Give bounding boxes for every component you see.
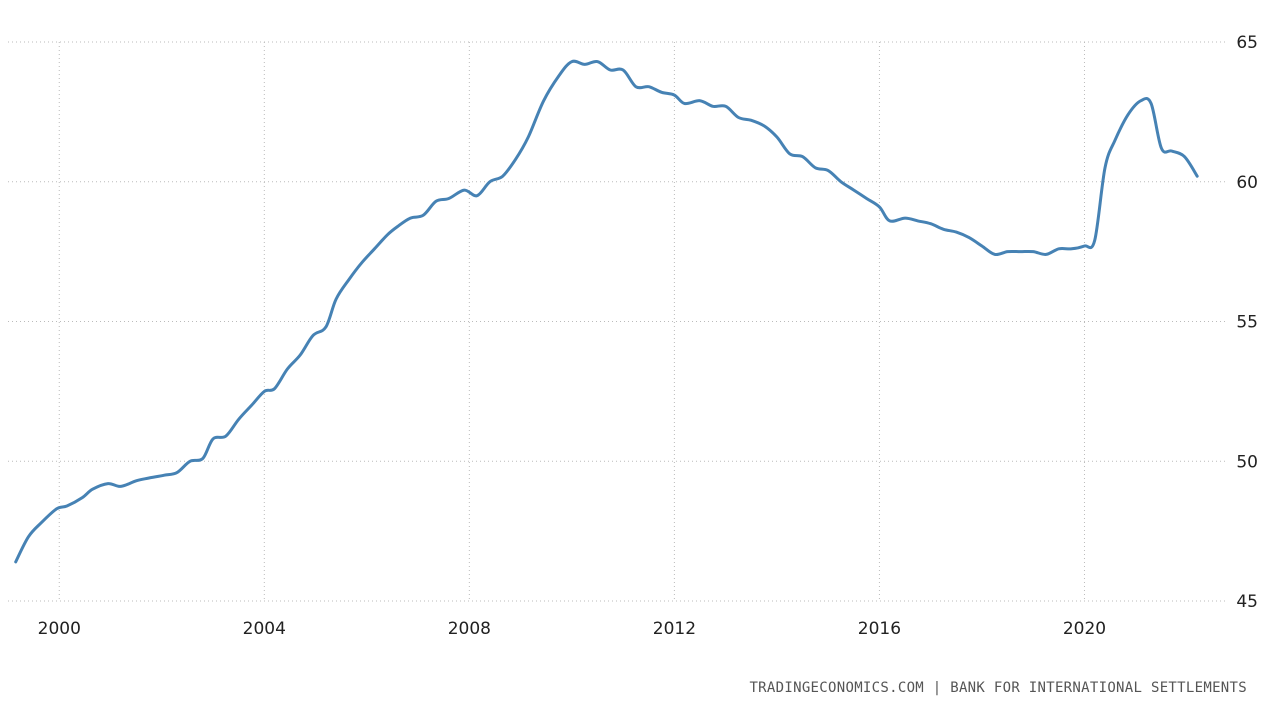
x-tick-label: 2000 bbox=[38, 619, 81, 639]
x-tick-label: 2012 bbox=[653, 619, 696, 639]
grid-lines bbox=[8, 41, 1228, 602]
y-axis-ticks: 45 50 55 60 65 bbox=[1236, 33, 1258, 612]
x-tick-label: 2016 bbox=[858, 619, 901, 639]
y-tick-label: 45 bbox=[1236, 592, 1258, 612]
x-tick-label: 2004 bbox=[243, 619, 286, 639]
y-tick-label: 65 bbox=[1236, 33, 1258, 53]
x-axis-ticks: 2000 2004 2008 2012 2016 2020 bbox=[38, 619, 1106, 639]
source-attribution: TRADINGECONOMICS.COM | BANK FOR INTERNAT… bbox=[749, 680, 1247, 696]
y-tick-label: 60 bbox=[1236, 173, 1258, 193]
y-tick-label: 55 bbox=[1236, 313, 1258, 333]
series-group bbox=[14, 59, 1199, 564]
x-tick-label: 2008 bbox=[448, 619, 491, 639]
series-line bbox=[14, 59, 1199, 564]
x-tick-label: 2020 bbox=[1063, 619, 1106, 639]
y-tick-label: 50 bbox=[1236, 452, 1258, 472]
